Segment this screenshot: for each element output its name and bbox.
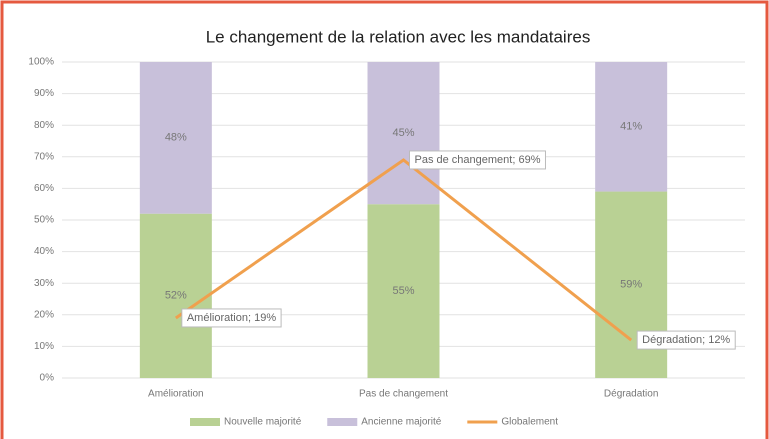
y-tick-label: 50% xyxy=(34,215,54,226)
legend-swatch xyxy=(327,418,358,426)
line xyxy=(174,158,633,342)
y-tick-label: 10% xyxy=(34,341,54,352)
data-label: Amélioration; 19% xyxy=(187,312,276,324)
x-tick-label: Amélioration xyxy=(148,389,204,400)
bar xyxy=(595,62,668,192)
bar xyxy=(139,62,212,214)
y-tick-label: 60% xyxy=(34,183,54,194)
y-tick-label: 90% xyxy=(34,88,54,99)
y-tick-label: 0% xyxy=(40,373,55,384)
x-tick-label: Pas de changement xyxy=(359,389,448,400)
y-tick-label: 100% xyxy=(28,57,54,68)
bar-label: 48% xyxy=(165,132,187,144)
x-tick-label: Dégradation xyxy=(604,389,658,400)
legend-label: Ancienne majorité xyxy=(361,417,441,428)
bar-label: 52% xyxy=(165,290,187,302)
data-label-box xyxy=(636,330,736,350)
bar-label: 55% xyxy=(392,285,414,297)
y-tick-label: 80% xyxy=(34,120,54,131)
chart-title: Le changement de la relation avec les ma… xyxy=(206,27,591,46)
y-tick-label: 20% xyxy=(34,309,54,320)
legend-swatch xyxy=(190,418,220,426)
bar xyxy=(367,204,440,378)
legend-label: Globalement xyxy=(501,417,558,428)
legend-label: Nouvelle majorité xyxy=(224,417,302,428)
y-tick-label: 40% xyxy=(34,246,54,257)
data-label: Pas de changement; 69% xyxy=(415,154,541,166)
data-label-box xyxy=(181,308,282,328)
data-label-box xyxy=(409,150,546,170)
bar-label: 45% xyxy=(392,127,414,139)
data-label: Dégradation; 12% xyxy=(642,334,730,346)
bar-label: 59% xyxy=(620,279,642,291)
y-tick-label: 30% xyxy=(34,278,54,289)
y-tick-label: 70% xyxy=(34,151,54,162)
bar xyxy=(139,213,212,378)
bar-label: 41% xyxy=(620,121,642,133)
